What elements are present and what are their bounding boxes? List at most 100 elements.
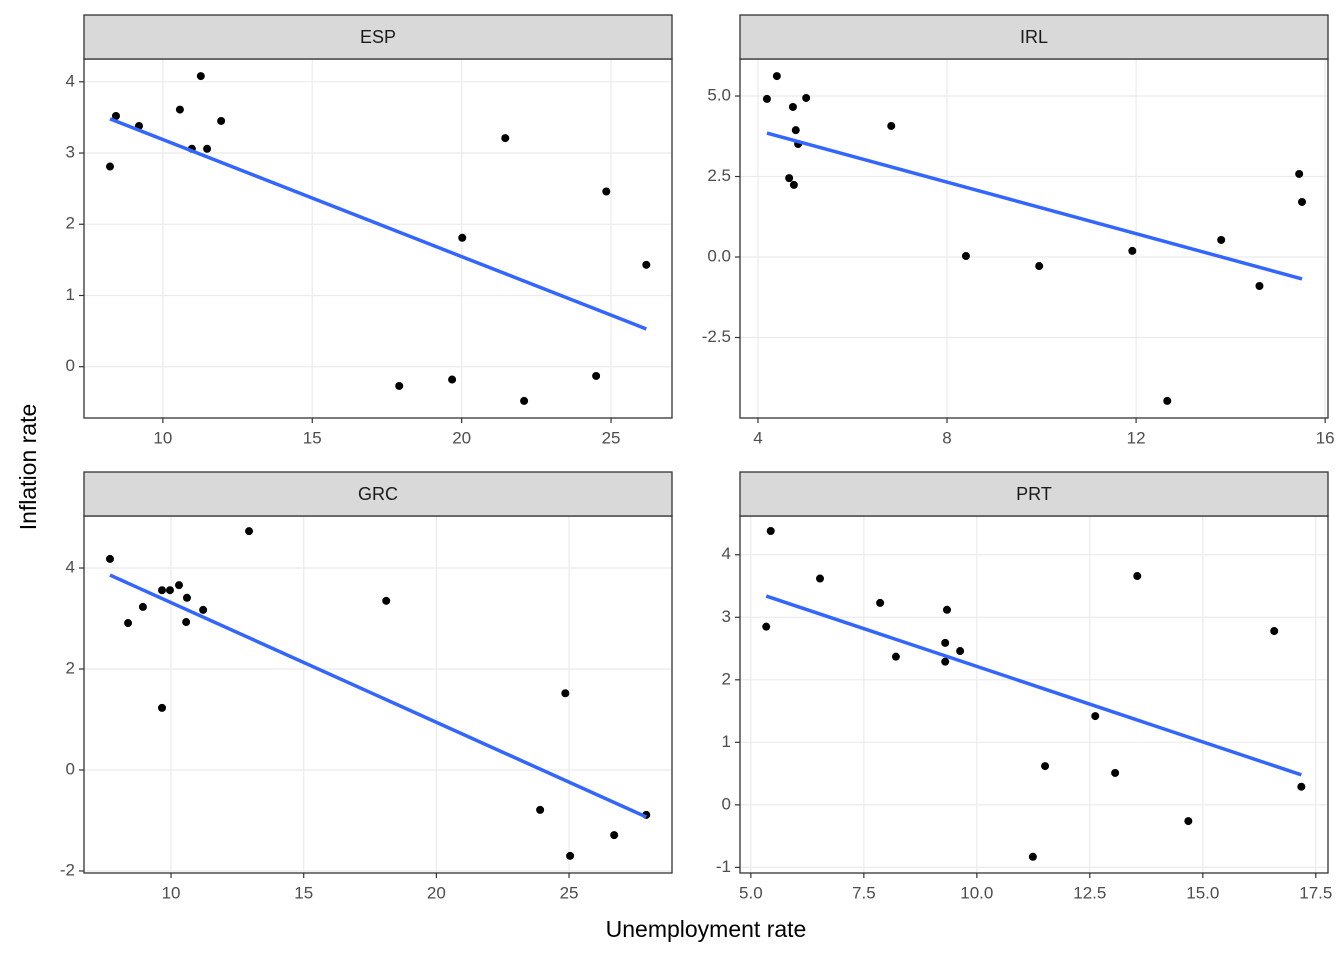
point	[158, 703, 167, 712]
trend-line	[109, 117, 647, 331]
x-tick-label: 4	[753, 428, 762, 447]
y-tick-label: 0.0	[707, 246, 731, 265]
point	[887, 121, 896, 130]
x-tick-label: 8	[942, 428, 951, 447]
y-tick-label: -1	[716, 857, 731, 876]
x-tick-label: 15.0	[1186, 883, 1219, 902]
y-tick-label: -2.5	[702, 327, 731, 346]
point	[1041, 762, 1050, 771]
strip-title: GRC	[358, 484, 398, 504]
point	[1270, 627, 1279, 636]
strip	[739, 14, 1329, 60]
point	[106, 554, 115, 563]
y-tick-label: 5.0	[707, 86, 731, 105]
strip	[83, 471, 673, 517]
point	[536, 805, 545, 814]
x-tick-label: 25	[602, 428, 621, 447]
strip-title: PRT	[1016, 484, 1052, 504]
point	[175, 105, 184, 114]
y-tick-label: -2	[60, 860, 75, 879]
point	[762, 622, 771, 631]
x-tick-label: 12	[1127, 428, 1146, 447]
y-axis-title: Inflation rate	[15, 404, 41, 531]
point	[203, 144, 212, 153]
trend-line	[109, 573, 647, 819]
point	[182, 618, 191, 627]
y-tick-label: 2.5	[707, 166, 731, 185]
strip	[83, 14, 673, 60]
y-tick-label: 1	[66, 285, 75, 304]
point	[105, 162, 114, 171]
x-axis-title: Unemployment rate	[606, 916, 807, 942]
point	[1091, 712, 1100, 721]
point	[217, 116, 226, 125]
point	[182, 593, 191, 602]
point	[956, 647, 965, 656]
point	[1184, 817, 1193, 826]
x-tick-label: 12.5	[1073, 883, 1106, 902]
point	[876, 598, 885, 607]
x-tick-label: 17.5	[1299, 883, 1332, 902]
point	[762, 94, 771, 103]
y-tick-label: 3	[66, 143, 75, 162]
strip-title: ESP	[360, 27, 396, 47]
y-tick-label: 4	[66, 557, 75, 576]
y-tick-label: 0	[66, 759, 75, 778]
point	[448, 375, 457, 384]
point	[1217, 235, 1226, 244]
point	[642, 260, 651, 269]
x-tick-label: 15	[303, 428, 322, 447]
point	[199, 605, 208, 614]
point	[1111, 768, 1120, 777]
point	[602, 187, 611, 196]
point	[165, 586, 174, 595]
strip	[739, 471, 1329, 517]
panel-background	[740, 516, 1328, 873]
x-tick-label: 10	[153, 428, 172, 447]
point	[961, 252, 970, 261]
point	[942, 605, 951, 614]
y-tick-label: 2	[722, 669, 731, 688]
point	[124, 619, 133, 628]
point	[1295, 169, 1304, 178]
point	[245, 527, 254, 536]
x-tick-label: 5.0	[739, 883, 763, 902]
point	[1297, 782, 1306, 791]
point	[941, 657, 950, 666]
y-tick-label: 1	[722, 732, 731, 751]
point	[501, 134, 510, 143]
point	[610, 831, 619, 840]
x-tick-label: 16	[1316, 428, 1335, 447]
point	[1133, 572, 1142, 581]
point	[566, 851, 575, 860]
point	[815, 574, 824, 583]
point	[785, 174, 794, 183]
panel-background	[84, 59, 672, 418]
x-tick-label: 20	[452, 428, 471, 447]
trend-line	[766, 131, 1303, 281]
point	[1035, 262, 1044, 271]
point	[395, 381, 404, 390]
point	[520, 396, 529, 405]
point	[788, 102, 797, 111]
panel-background	[740, 59, 1328, 418]
y-tick-label: 0	[722, 794, 731, 813]
point	[791, 126, 800, 135]
y-tick-label: 0	[66, 356, 75, 375]
point	[592, 371, 601, 380]
point	[766, 527, 775, 536]
y-tick-label: 4	[722, 544, 731, 563]
point	[158, 586, 167, 595]
trend-line	[765, 594, 1302, 777]
x-tick-label: 20	[427, 883, 446, 902]
point	[941, 638, 950, 647]
point	[174, 581, 183, 590]
x-tick-label: 10.0	[960, 883, 993, 902]
x-tick-label: 10	[162, 883, 181, 902]
point	[111, 111, 120, 120]
x-tick-label: 7.5	[852, 883, 876, 902]
point	[1255, 281, 1264, 290]
x-tick-label: 15	[294, 883, 313, 902]
x-tick-label: 25	[560, 883, 579, 902]
